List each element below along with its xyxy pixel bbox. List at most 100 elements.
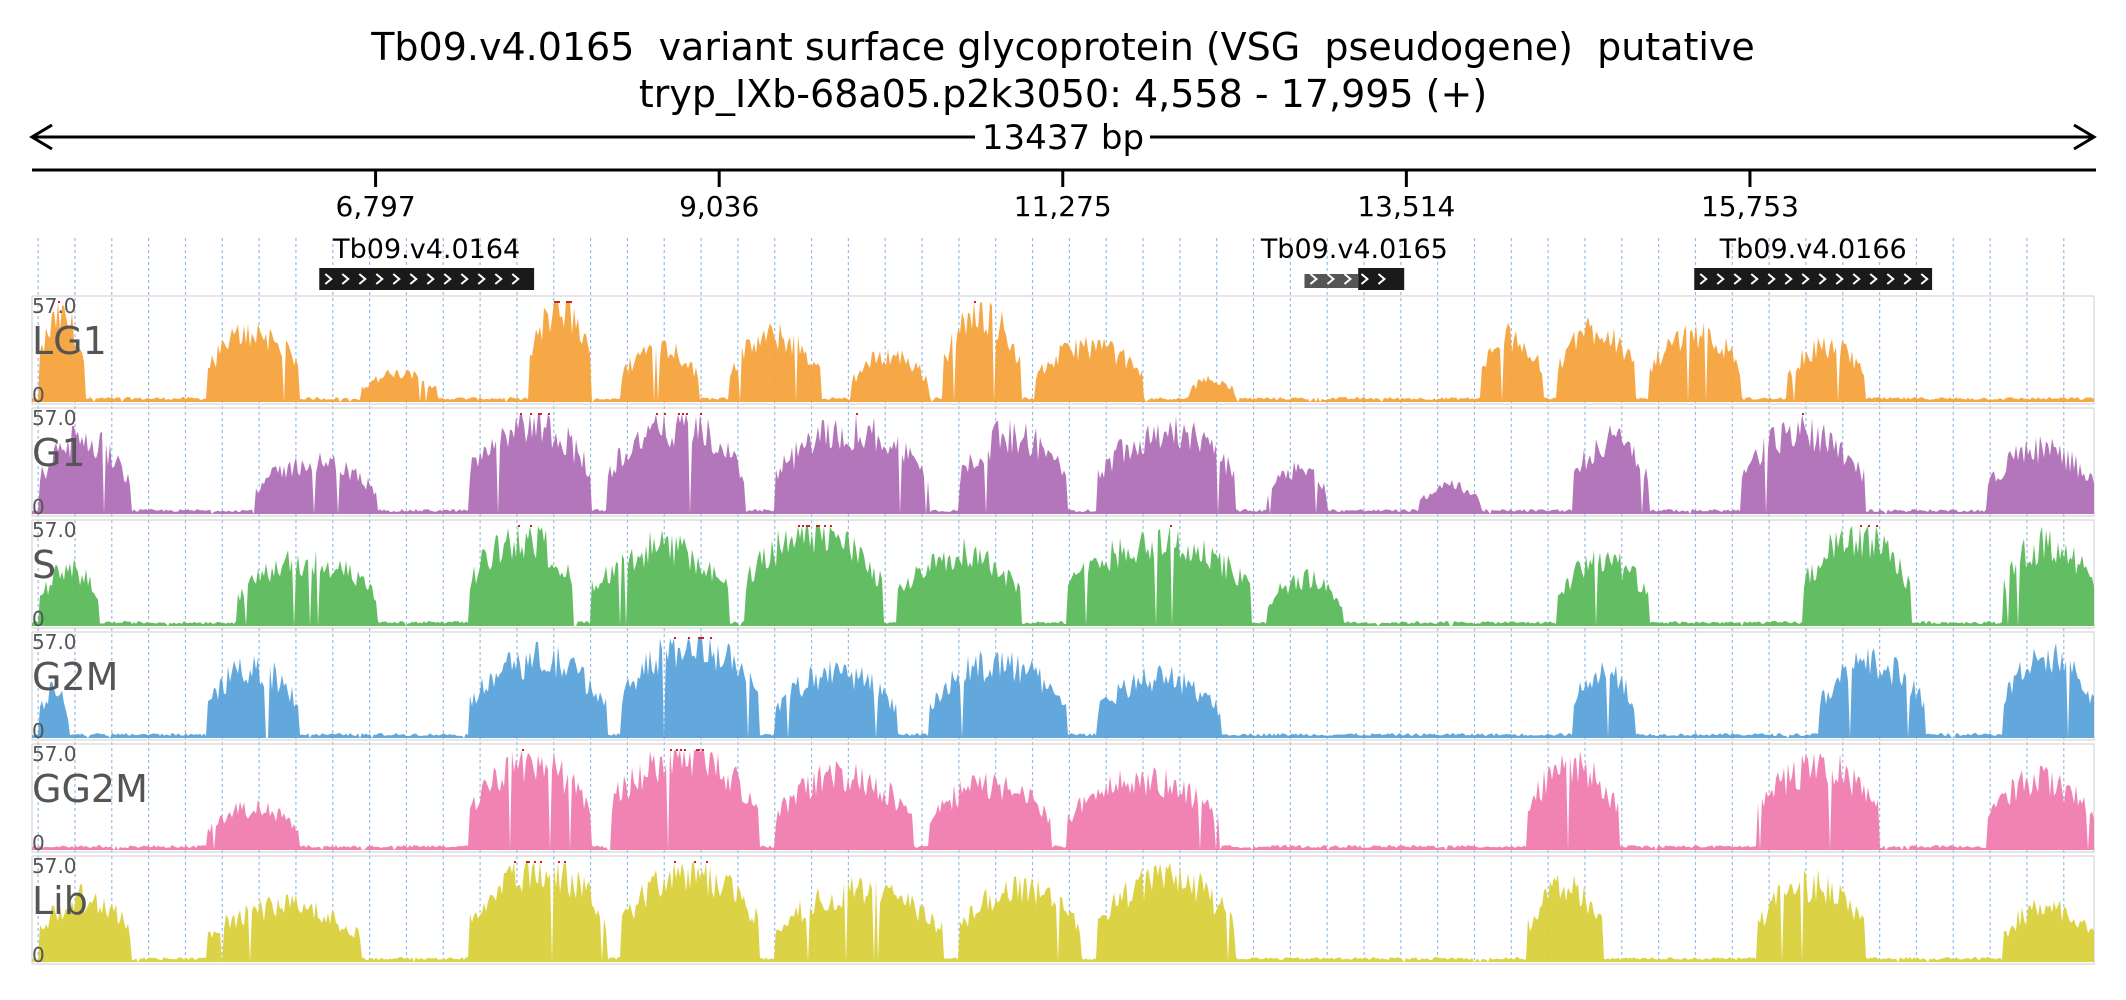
clip-marker [1802, 413, 1804, 415]
strand-arrow-icon [1699, 273, 1708, 285]
track-min-label: 0 [32, 943, 45, 967]
strand-arrow-icon [1377, 273, 1387, 285]
clip-marker [824, 525, 826, 527]
ruler-ticks: 6,797 9,036 11,275 13,514 15,753 [336, 170, 1799, 223]
clip-marker [564, 861, 566, 863]
gene-cds-box [1694, 268, 1933, 290]
strand-arrow-icon [1869, 273, 1878, 285]
track-lg1[interactable]: 57.0 0 LG1 [31, 294, 2095, 407]
clip-marker [540, 861, 542, 863]
strand-arrow-icon [1360, 273, 1370, 285]
clip-marker [682, 413, 684, 415]
coverage-area [32, 302, 2094, 402]
clip-marker [522, 749, 524, 751]
strand-arrow-icon [409, 273, 418, 285]
gene-title: Tb09.v4.0165 variant surface glycoprotei… [371, 25, 1755, 69]
track-name: LG1 [32, 319, 107, 363]
track-g2m[interactable]: 57.0 0 G2M [31, 630, 2095, 743]
clip-marker [798, 525, 800, 527]
track-max-label: 57.0 [32, 406, 77, 430]
clip-marker [674, 861, 676, 863]
strand-arrow-icon [1343, 273, 1353, 285]
clip-marker [530, 413, 532, 415]
clip-marker [558, 861, 560, 863]
span-label: 13437 bp [982, 118, 1144, 158]
strand-arrow-icon [1818, 273, 1827, 285]
clip-marker [688, 637, 690, 639]
strand-arrow-icon [426, 273, 435, 285]
clip-marker [710, 637, 712, 639]
strand-arrow-icon [1852, 273, 1861, 285]
clip-marker [570, 301, 572, 303]
coverage-area [32, 638, 2094, 738]
strand-arrow-icon [1733, 273, 1742, 285]
clip-marker [676, 749, 678, 751]
strand-arrow-icon [358, 273, 367, 285]
clip-marker [678, 413, 680, 415]
track-frame [31, 407, 2095, 517]
strand-arrow-icon [1903, 273, 1912, 285]
strand-arrow-icon [1750, 273, 1759, 285]
track-frame [31, 743, 2095, 853]
track-s[interactable]: 57.0 0 S [31, 518, 2095, 631]
clip-marker [566, 301, 568, 303]
strand-arrow-icon [1801, 273, 1810, 285]
tick-label: 6,797 [336, 190, 416, 223]
clip-marker [806, 525, 808, 527]
clip-marker [702, 637, 704, 639]
clip-marker [526, 861, 528, 863]
track-gg2m[interactable]: 57.0 0 GG2M [31, 742, 2095, 855]
strand-arrow-icon [443, 273, 452, 285]
clip-marker [974, 301, 976, 303]
gene-label[interactable]: Tb09.v4.0166 [1719, 234, 1907, 265]
clip-marker [808, 525, 810, 527]
track-max-label: 57.0 [32, 294, 77, 318]
track-max-label: 57.0 [32, 630, 77, 654]
coverage-area [32, 526, 2094, 626]
track-max-label: 57.0 [32, 854, 77, 878]
gene-label[interactable]: Tb09.v4.0164 [332, 234, 520, 265]
clip-marker [686, 413, 688, 415]
clip-marker [534, 861, 536, 863]
track-min-label: 0 [32, 607, 45, 631]
clip-marker [856, 413, 858, 415]
track-name: S [32, 543, 56, 587]
strand-arrow-icon [460, 273, 469, 285]
clip-marker [528, 861, 530, 863]
track-min-label: 0 [32, 495, 45, 519]
track-min-label: 0 [32, 719, 45, 743]
strand-arrow-icon [1767, 273, 1776, 285]
clip-marker [520, 413, 522, 415]
strand-arrow-icon [324, 273, 333, 285]
span-arrow: 13437 bp [29, 118, 2097, 158]
clip-marker [818, 525, 820, 527]
clip-marker [1170, 525, 1172, 527]
clip-marker [830, 525, 832, 527]
strand-arrow-icon [1309, 273, 1319, 285]
clip-marker [698, 749, 700, 751]
gene-cds-box [1358, 268, 1405, 290]
track-g1[interactable]: 57.0 0 G1 [31, 406, 2095, 519]
track-name: GG2M [32, 767, 148, 811]
gene-label[interactable]: Tb09.v4.0165 [1260, 234, 1448, 265]
gene-feature[interactable]: Tb09.v4.0165 [1260, 234, 1448, 290]
track-name: Lib [32, 879, 88, 923]
track-max-label: 57.0 [32, 742, 77, 766]
gene-feature[interactable]: Tb09.v4.0164 [319, 234, 535, 290]
gene-feature[interactable]: Tb09.v4.0166 [1694, 234, 1933, 290]
clip-marker [568, 301, 570, 303]
track-min-label: 0 [32, 831, 45, 855]
clip-marker [670, 749, 672, 751]
coverage-area [32, 750, 2094, 850]
clip-marker [680, 749, 682, 751]
tick-label: 13,514 [1357, 190, 1455, 223]
track-lib[interactable]: 57.0 0 Lib [31, 854, 2095, 967]
clip-marker [802, 525, 804, 527]
clip-marker [700, 637, 702, 639]
clip-marker [1876, 525, 1878, 527]
clip-marker [530, 525, 532, 527]
strand-arrow-icon [1716, 273, 1725, 285]
strand-arrow-icon [494, 273, 503, 285]
coverage-area [32, 862, 2094, 962]
